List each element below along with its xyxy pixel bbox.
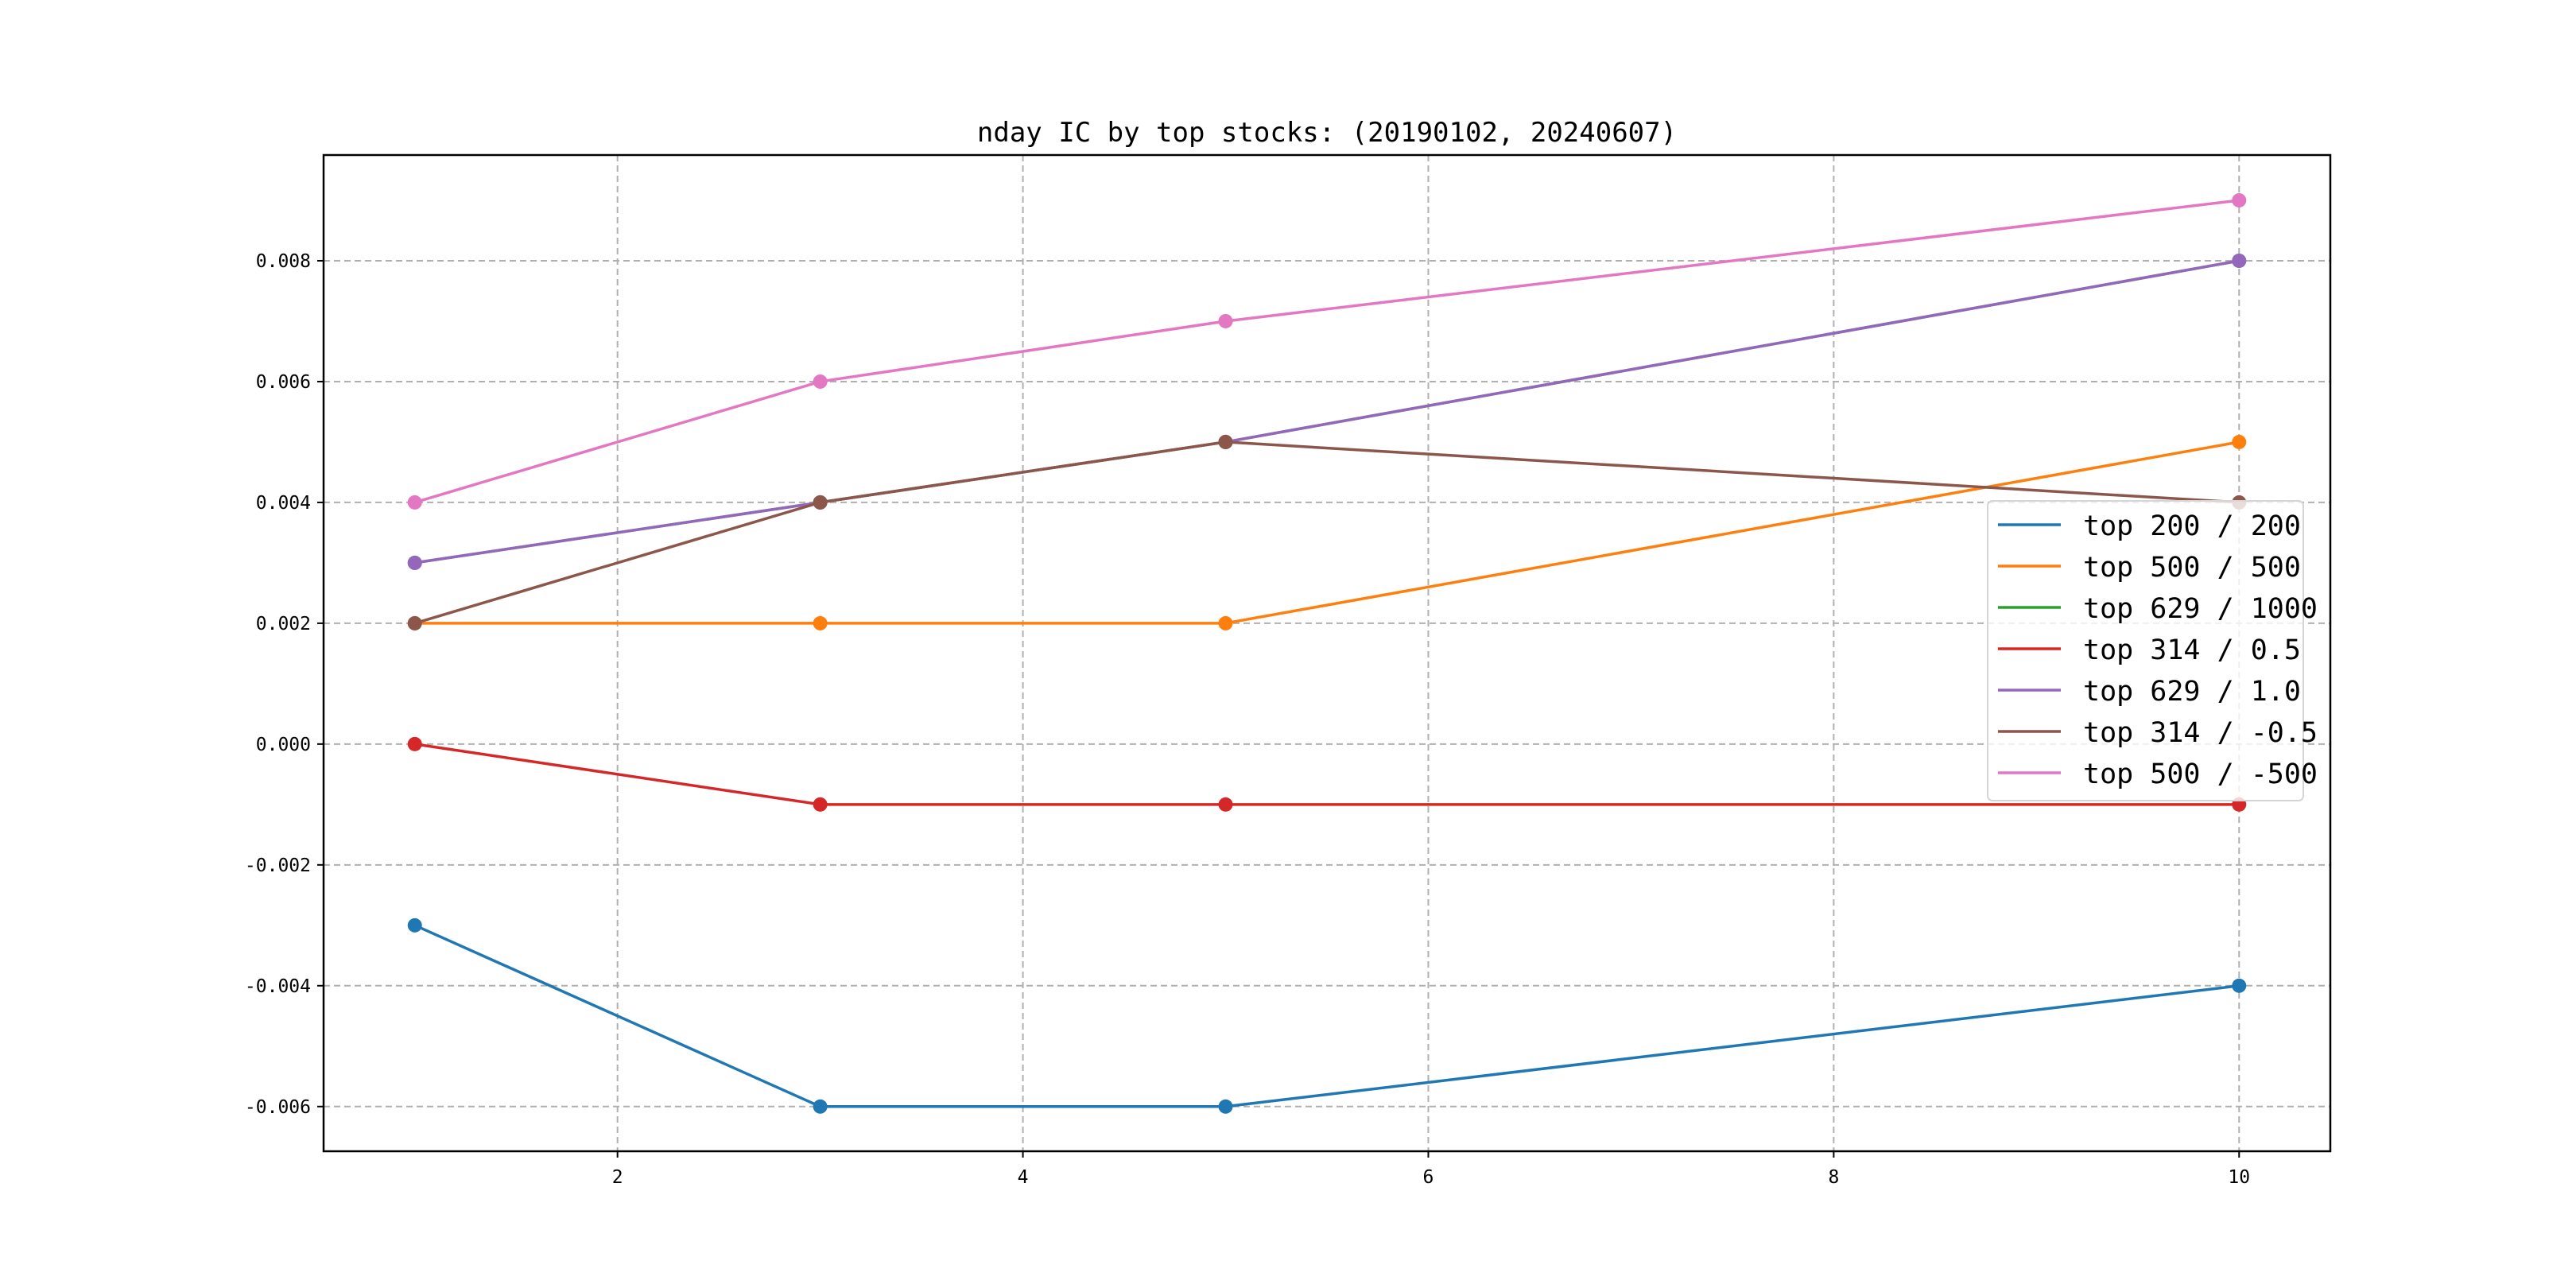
- series-line: [414, 199, 2240, 504]
- data-point: [2232, 978, 2247, 993]
- legend-label: top 629 / 1.0: [2083, 676, 2301, 708]
- legend-entry: top 500 / -500: [1998, 758, 2318, 790]
- legend-label: top 200 / 200: [2083, 510, 2301, 542]
- legend: top 200 / 200 top 500 / 500 top 629 / 1000…: [1987, 500, 2318, 801]
- data-point: [407, 495, 422, 510]
- x-tick-label: 8: [1828, 1167, 1839, 1188]
- data-point: [407, 615, 422, 630]
- legend-entry: top 500 / 500: [1998, 552, 2301, 584]
- series-line: [414, 743, 2240, 806]
- legend-entry: top 314 / -0.5: [1998, 717, 2318, 749]
- y-tick-label: 0.000: [256, 735, 311, 755]
- x-tick-label: 4: [1018, 1167, 1029, 1188]
- legend-label: top 500 / -500: [2083, 758, 2318, 790]
- series-top-500-500: [407, 192, 2247, 510]
- data-point: [813, 495, 828, 510]
- series-top-629-1-0: [407, 253, 2247, 570]
- data-point: [1218, 313, 1233, 328]
- legend-entry: top 200 / 200: [1998, 510, 2301, 542]
- series-top-314-0-5: [407, 434, 2247, 630]
- legend-entry: top 629 / 1000: [1998, 593, 2318, 625]
- y-tick-label: -0.002: [245, 855, 311, 876]
- y-tick-label: -0.006: [245, 1097, 311, 1118]
- chart-title: nday IC by top stocks: (20190102, 202406…: [977, 117, 1677, 149]
- y-axis: -0.006 -0.004 -0.002 0.000 0.002 0.004 0.006 0.…: [245, 251, 324, 1118]
- data-point: [2232, 192, 2247, 208]
- data-point: [2232, 253, 2247, 268]
- series-line: [414, 924, 2240, 1108]
- y-tick-label: 0.004: [256, 493, 311, 514]
- x-tick-label: 10: [2228, 1167, 2250, 1188]
- legend-label: top 314 / 0.5: [2083, 634, 2301, 666]
- data-point: [407, 736, 422, 751]
- data-point: [813, 1099, 828, 1114]
- data-point: [1218, 615, 1233, 630]
- data-point: [1218, 1099, 1233, 1114]
- legend-label: top 500 / 500: [2083, 552, 2301, 584]
- data-point: [2232, 434, 2247, 449]
- data-point: [407, 918, 422, 933]
- legend-entry: top 629 / 1.0: [1998, 676, 2301, 708]
- legend-entry: top 314 / 0.5: [1998, 634, 2301, 666]
- series-line: [414, 440, 2240, 625]
- data-point: [813, 374, 828, 389]
- series-top-200-200: [407, 918, 2247, 1114]
- data-point: [1218, 797, 1233, 812]
- series-line: [414, 259, 2240, 564]
- series-top-314-0-5: [407, 736, 2247, 812]
- x-tick-label: 6: [1423, 1167, 1434, 1188]
- y-tick-label: 0.006: [256, 372, 311, 393]
- legend-label: top 629 / 1000: [2083, 593, 2318, 625]
- legend-label: top 314 / -0.5: [2083, 717, 2318, 749]
- y-tick-label: 0.008: [256, 251, 311, 272]
- y-tick-label: -0.004: [245, 976, 311, 997]
- data-point: [1218, 434, 1233, 449]
- series-line: [414, 440, 2240, 625]
- plot-frame: [322, 153, 2332, 1153]
- x-tick-label: 2: [612, 1167, 623, 1188]
- data-point: [813, 797, 828, 812]
- data-point: [407, 555, 422, 570]
- series-group: [407, 192, 2247, 1114]
- series-line: [414, 259, 2240, 564]
- x-axis: 2 4 6 8 10: [612, 1151, 2250, 1188]
- data-point: [813, 615, 828, 630]
- y-tick-label: 0.002: [256, 614, 311, 634]
- legend-box: [1987, 500, 2304, 801]
- series-top-500-500: [407, 434, 2247, 630]
